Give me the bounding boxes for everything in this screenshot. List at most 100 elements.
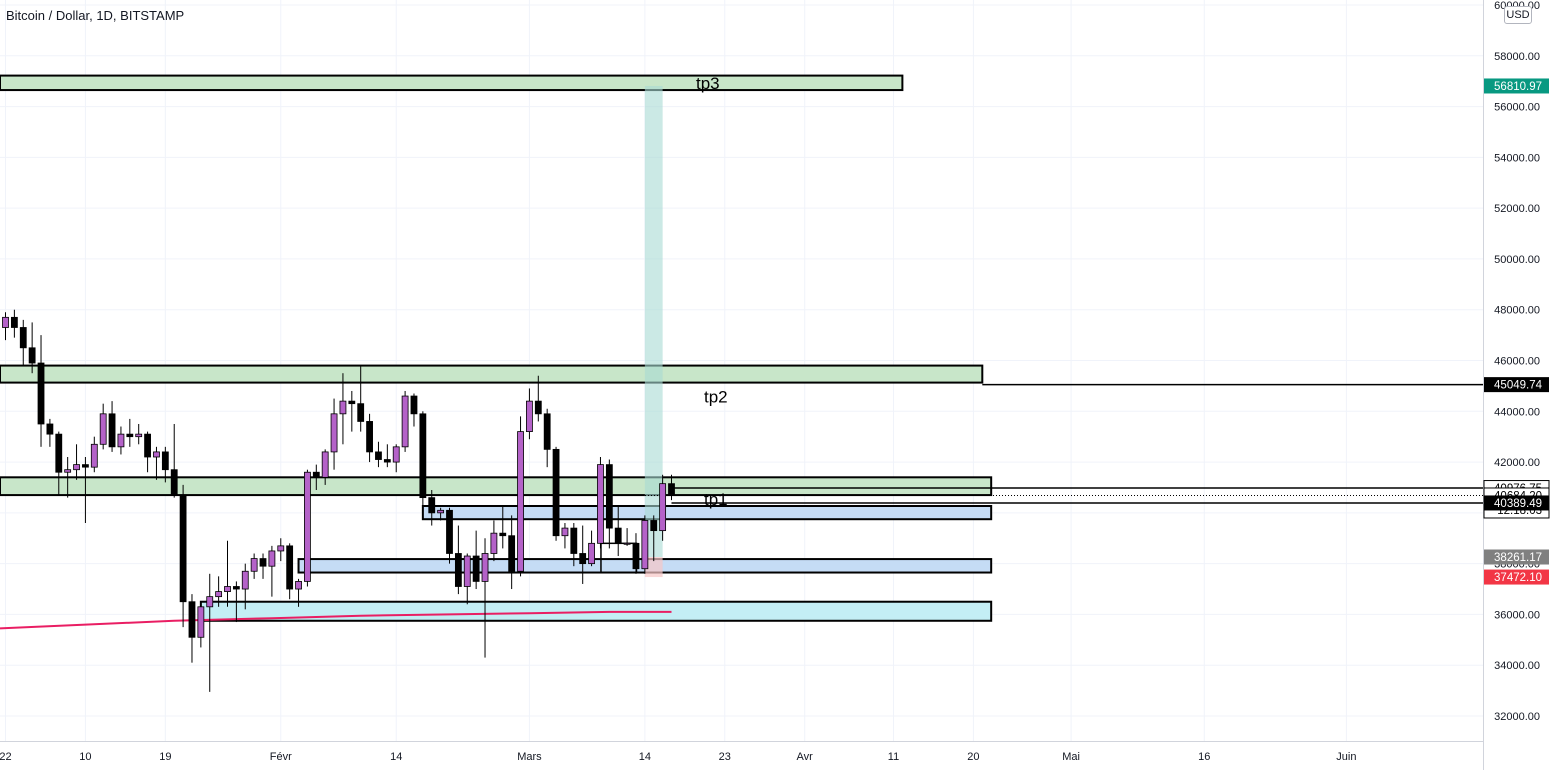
badge-37472: 37472.10 [1484,569,1549,585]
price-badge-label: 40389.49 [1494,498,1542,510]
candle-body [241,570,249,590]
candle-body [428,497,436,514]
y-tick-label: 36000.00 [1494,609,1540,621]
long-position-stop [644,557,663,578]
tp1-zone [0,476,993,497]
tp3-zone [0,74,904,92]
candle [10,309,18,338]
candle [383,444,391,468]
candle [197,601,205,648]
price-badge-label: 38261.17 [1494,552,1542,564]
candle-body [517,431,524,572]
price-badge-label: 37472.10 [1494,572,1542,584]
y-tick-label: 54000.00 [1494,152,1540,164]
zone-label-tp3: tp3 [696,74,720,93]
candle-body [277,545,285,552]
candle [375,441,382,468]
candle [454,525,462,595]
candle-body [392,446,400,463]
candle [144,431,151,473]
candle [304,469,311,587]
badge-56810: 56810.97 [1484,78,1549,94]
candle [339,373,347,445]
candle [650,515,658,562]
candle-body [641,520,649,570]
candle [588,530,595,567]
candle [108,401,116,452]
candle-body [321,451,329,478]
candle [179,484,187,628]
candle-body [55,433,63,473]
candle-body [357,403,365,422]
candle-body [304,471,311,582]
candle-body [312,471,320,478]
x-tick-label: 19 [159,751,171,763]
candle [561,523,569,549]
candle-body [108,413,116,448]
candle [241,563,249,610]
candle [499,505,507,549]
candle [641,515,649,574]
y-tick-label: 34000.00 [1494,660,1540,672]
candle [668,474,675,501]
candle-body [419,413,427,499]
price-badge-box [1484,78,1549,94]
candle-body [188,601,196,638]
candle [135,423,143,445]
candle-body [410,395,418,415]
candle [357,365,365,432]
candle-body [588,542,595,565]
candle-body [446,509,453,554]
candle [161,446,169,483]
candle [55,431,63,496]
candle-body [10,316,18,328]
candle-body [126,433,134,438]
candle [19,319,27,366]
candle [605,459,613,549]
candle [73,444,80,480]
candle-body [605,464,613,529]
y-tick-label: 56000.00 [1494,102,1540,114]
x-tick-label: 10 [79,751,91,763]
tp2-zone [0,364,984,384]
candle [46,418,54,447]
candle-body [366,421,373,453]
candle [64,456,72,498]
moving-average-line [0,610,672,630]
candle-body [383,459,391,463]
candle [463,553,471,605]
candle [286,543,294,600]
y-tick-label: 50000.00 [1494,254,1540,266]
y-tick-label: 46000.00 [1494,356,1540,368]
price-badge-box [1484,569,1549,585]
candle-body [463,555,471,587]
candle [632,533,640,574]
y-tick-label: 52000.00 [1494,203,1540,215]
candle-body [28,347,36,364]
currency-button[interactable]: USD [1504,6,1532,24]
x-tick-label: 20 [967,751,979,763]
candle [401,390,409,452]
candle-body [215,591,223,598]
candle-body [499,532,507,537]
candle-body [82,464,89,468]
candle-body [179,494,187,603]
candle [543,408,551,468]
candle [312,464,320,491]
candle [153,446,160,480]
candle-body [552,448,560,537]
candle [481,538,489,658]
candle-body [90,443,98,468]
candle-body [570,527,578,554]
candle-body [348,400,356,405]
candle [117,426,125,455]
candle-body [481,553,489,582]
y-tick-label: 48000.00 [1494,305,1540,317]
candle [321,449,329,485]
candle-body [170,469,178,496]
candle [552,446,560,541]
candle [659,474,667,541]
candle-body [37,362,45,425]
candle [410,393,418,427]
